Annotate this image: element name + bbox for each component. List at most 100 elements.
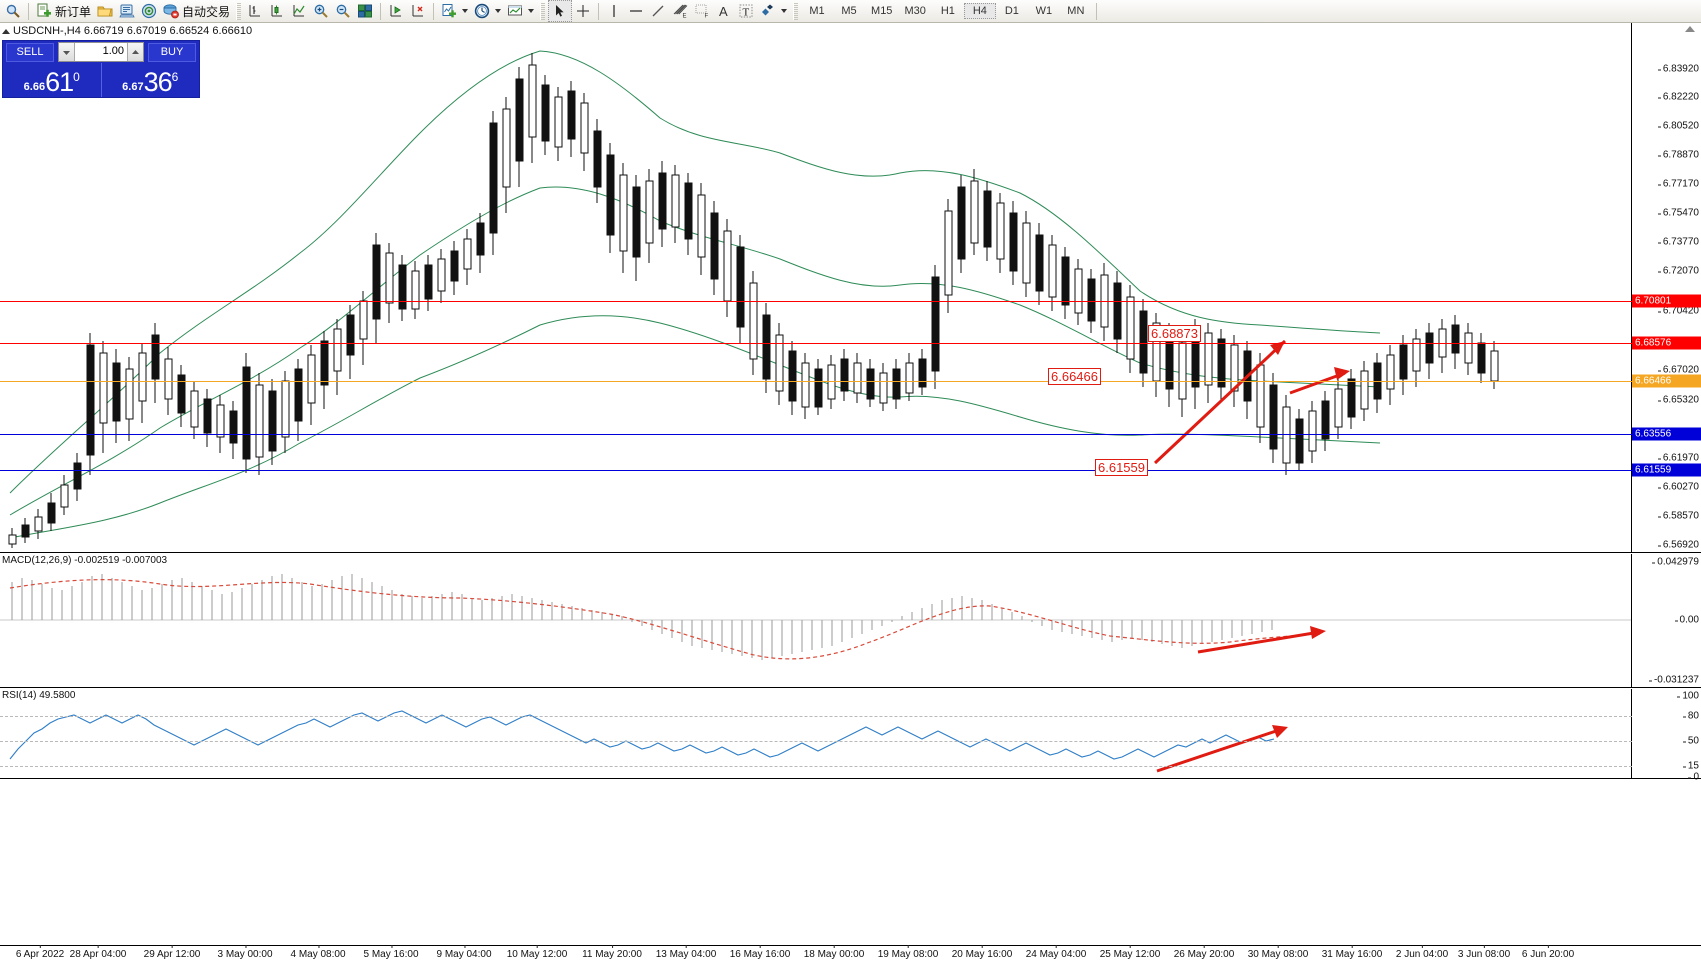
crosshair-button[interactable] <box>572 1 594 21</box>
toolbar-separator-4 <box>598 2 600 20</box>
level-line-6.70801 <box>0 301 1632 302</box>
label-icon: T <box>738 3 754 19</box>
toolbar-grip[interactable] <box>236 2 242 20</box>
toolbar-grip-3[interactable] <box>793 2 799 20</box>
chevron-down-icon-3[interactable] <box>528 9 535 13</box>
svg-text:A: A <box>719 4 728 19</box>
price-badge-support-2[interactable]: 6.61559 <box>1632 463 1701 477</box>
timeframe-h4[interactable]: H4 <box>963 3 996 19</box>
candlestick-chart-button[interactable] <box>266 1 288 21</box>
macd-pane[interactable]: MACD(12,26,9) -0.002519 -0.007003 <box>0 554 1701 688</box>
rsi-axis[interactable]: 100 80 50 15 0 <box>1631 689 1701 783</box>
main-toolbar: 新订单 自动交易 <box>0 0 1701 23</box>
macd-axis[interactable]: 0.042979 0.00 -0.031237 <box>1631 554 1701 687</box>
candlestick-chart-icon <box>269 3 285 19</box>
folder-icon <box>97 3 113 19</box>
volume-decrease-button[interactable] <box>59 43 75 61</box>
buy-button[interactable]: BUY <box>148 42 196 62</box>
price-tag-2[interactable]: 6.66466 <box>1048 368 1101 385</box>
text-icon: A <box>716 3 732 19</box>
vertical-line-button[interactable] <box>603 1 625 21</box>
chevron-down-icon[interactable] <box>462 9 469 13</box>
price-tick: 6.82220 <box>1657 91 1699 103</box>
line-chart-button[interactable] <box>288 1 310 21</box>
text-button[interactable]: A <box>713 1 735 21</box>
volume-value[interactable]: 1.00 <box>102 45 124 57</box>
label-button[interactable]: T <box>735 1 757 21</box>
ask-price[interactable]: 6.67 36 6 <box>102 63 200 97</box>
price-plot[interactable]: 6.68873 6.66466 6.61559 <box>0 23 1632 552</box>
chart-area[interactable]: 6.68873 6.66466 6.61559 6.83920 6.82220 … <box>0 23 1701 968</box>
price-badge-current[interactable]: 6.66466 <box>1632 374 1701 388</box>
bid-price[interactable]: 6.66 61 0 <box>3 63 102 97</box>
macd-tick: -0.031237 <box>1648 674 1699 686</box>
channel-button[interactable]: F <box>691 1 713 21</box>
level-line-6.68576 <box>0 343 1632 344</box>
timeframe-mn[interactable]: MN <box>1067 5 1085 17</box>
toolbar-separator <box>28 2 29 20</box>
magnifier-button[interactable] <box>2 1 24 21</box>
timeframe-h1[interactable]: H1 <box>940 5 955 17</box>
folder-button[interactable] <box>94 1 116 21</box>
price-tick: 6.78870 <box>1657 149 1699 161</box>
zoom-in-button[interactable] <box>310 1 332 21</box>
time-label: 20 May 16:00 <box>951 945 1013 960</box>
price-badge-support-1[interactable]: 6.63556 <box>1632 427 1701 441</box>
rsi-line <box>9 710 1275 760</box>
chevron-down-icon-2[interactable] <box>495 9 502 13</box>
auto-trading-button[interactable]: 自动交易 <box>160 1 233 21</box>
bar-chart-button[interactable] <box>244 1 266 21</box>
time-axis[interactable]: 6 Apr 2022 28 Apr 04:00 29 Apr 12:00 3 M… <box>0 945 1701 968</box>
indicators-button[interactable] <box>438 1 471 21</box>
cursor-button[interactable] <box>548 0 573 22</box>
timeframe-m15[interactable]: M15 <box>871 5 893 17</box>
time-label: 6 Apr 2022 <box>15 945 65 960</box>
rsi-pane[interactable]: RSI(14) 49.5800 100 80 50 15 0 <box>0 689 1701 783</box>
level-line-6.63556 <box>0 434 1632 435</box>
bid-price-main: 61 <box>45 67 74 97</box>
news-button[interactable] <box>116 1 138 21</box>
templates-button[interactable] <box>504 1 537 21</box>
period-button[interactable] <box>471 1 504 21</box>
auto-scroll-button[interactable] <box>407 1 429 21</box>
timeframe-m1[interactable]: M1 <box>809 5 825 17</box>
timeframe-m5[interactable]: M5 <box>841 5 857 17</box>
chart-shift-button[interactable] <box>385 1 407 21</box>
svg-text:F: F <box>705 14 709 20</box>
price-axis[interactable]: 6.83920 6.82220 6.80520 6.78870 6.77170 … <box>1631 23 1701 552</box>
price-tag-3[interactable]: 6.61559 <box>1095 459 1148 476</box>
scroll-up-indicator-icon[interactable] <box>1685 26 1695 32</box>
chevron-down-icon-4[interactable] <box>781 9 788 13</box>
rsi-up-arrow <box>1156 725 1288 773</box>
time-label: 31 May 16:00 <box>1321 945 1383 960</box>
timeframe-m30[interactable]: M30 <box>904 5 926 17</box>
horizontal-line-button[interactable] <box>625 1 647 21</box>
timeframe-d1[interactable]: D1 <box>1004 5 1019 17</box>
time-label: 10 May 12:00 <box>506 945 568 960</box>
macd-plot[interactable] <box>0 554 1632 687</box>
volume-stepper[interactable]: 1.00 <box>58 42 144 62</box>
time-label: 5 May 16:00 <box>363 945 419 960</box>
zoom-in-icon <box>313 3 329 19</box>
price-badge-resistance-2[interactable]: 6.68576 <box>1632 336 1701 350</box>
tile-windows-button[interactable] <box>354 1 376 21</box>
sell-button[interactable]: SELL <box>6 42 54 62</box>
toolbar-grip-2[interactable] <box>540 2 546 20</box>
volume-increase-button[interactable] <box>127 43 143 61</box>
price-pane[interactable]: 6.68873 6.66466 6.61559 6.83920 6.82220 … <box>0 23 1701 553</box>
trendline-button[interactable] <box>647 1 669 21</box>
time-label: 25 May 12:00 <box>1099 945 1161 960</box>
magnifier-icon <box>5 3 21 19</box>
price-tick: 6.72070 <box>1657 265 1699 277</box>
rsi-tick: 100 <box>1677 690 1699 702</box>
objects-button[interactable] <box>757 1 790 21</box>
price-tag-1[interactable]: 6.68873 <box>1148 325 1201 342</box>
timeframe-w1[interactable]: W1 <box>1035 5 1053 17</box>
one-click-trading-panel[interactable]: SELL 1.00 BUY 6.66 61 0 6.67 36 6 <box>2 40 200 98</box>
signals-button[interactable] <box>138 1 160 21</box>
rsi-plot[interactable] <box>0 689 1632 778</box>
new-order-button[interactable]: 新订单 <box>33 1 94 21</box>
fibonacci-button[interactable]: E <box>669 1 691 21</box>
zoom-out-button[interactable] <box>332 1 354 21</box>
price-badge-resistance-1[interactable]: 6.70801 <box>1632 294 1701 308</box>
